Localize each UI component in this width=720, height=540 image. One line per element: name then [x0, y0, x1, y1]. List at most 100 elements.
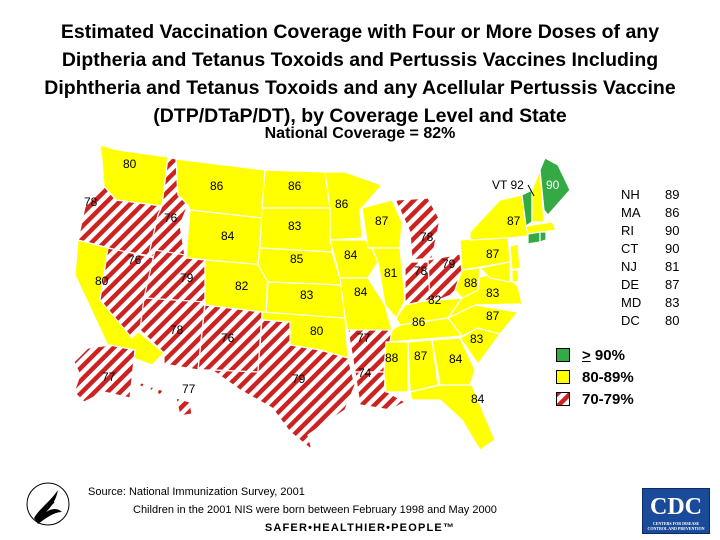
small-state-value: 89: [665, 187, 680, 202]
title-line-1: Estimated Vaccination Coverage with Four…: [60, 21, 660, 43]
small-state-value: 90: [665, 223, 680, 238]
label-ND: 86: [288, 179, 302, 193]
label-OK: 80: [310, 324, 324, 338]
label-VA: 83: [486, 286, 500, 300]
label-MT: 86: [210, 179, 224, 193]
small-state-row: MD 83: [621, 294, 679, 312]
label-AL: 87: [414, 349, 428, 363]
label-ID: 76: [164, 211, 178, 225]
state-NJ: [509, 243, 521, 271]
label-IL: 81: [384, 266, 398, 280]
hhs-eagle-icon: [26, 482, 70, 526]
label-NY: 87: [507, 214, 521, 228]
label-NE: 85: [290, 252, 304, 266]
state-CT: [527, 231, 541, 245]
label-ME: 90: [546, 178, 560, 192]
state-MA: [525, 221, 557, 235]
legend-high: > 90%: [556, 344, 634, 366]
small-state-row: DE 87: [621, 276, 679, 294]
label-AZ: 78: [170, 323, 184, 337]
legend-mid-label: 80-89%: [582, 368, 634, 386]
state-VA: [446, 271, 523, 320]
national-coverage: National Coverage = 82%: [264, 125, 456, 142]
state-ME: [539, 157, 571, 216]
label-MO: 84: [354, 285, 368, 299]
title-line-2: Diptheria and Tetanus Toxoids and Pertus…: [61, 49, 659, 71]
state-HI-island-3: [156, 388, 164, 396]
state-IA: [329, 239, 379, 279]
label-IN: 78: [414, 264, 428, 278]
chart-title: Estimated Vaccination Coverage with Four…: [0, 18, 720, 130]
source-note-2: Children in the 2001 NIS were born betwe…: [133, 504, 497, 516]
small-state-row: NJ 81: [621, 258, 679, 276]
cdc-logo-text: CDC: [650, 494, 702, 520]
legend-high-label: 90%: [590, 346, 625, 364]
label-MI: 78: [420, 230, 434, 244]
label-KY: 82: [428, 293, 442, 307]
state-MN: [324, 171, 384, 241]
state-MS: [383, 341, 409, 393]
label-KS: 83: [300, 288, 314, 302]
small-state-abbr: DE: [621, 277, 640, 292]
legend-swatch-high: [556, 348, 570, 362]
state-MD: [478, 261, 511, 283]
label-WA: 80: [123, 157, 137, 171]
cdc-logo: CDC CENTERS FOR DISEASE CONTROL AND PREV…: [642, 488, 710, 534]
small-state-value: 80: [665, 313, 680, 328]
state-RI: [539, 231, 547, 243]
state-DE: [511, 269, 519, 283]
small-state-value: 81: [665, 259, 680, 274]
vt-leader-line: [527, 184, 535, 197]
label-CO: 82: [235, 279, 249, 293]
label-LA: 74: [358, 366, 372, 380]
label-NV: 76: [128, 253, 142, 267]
state-HI: [175, 397, 193, 417]
cdc-logo-subtext: CENTERS FOR DISEASE CONTROL AND PREVENTI…: [647, 521, 705, 531]
state-AK: [73, 344, 136, 403]
source-note: Source: National Immunization Survey, 20…: [88, 486, 305, 498]
small-state-row: MA 86: [621, 204, 679, 222]
state-GA: [431, 337, 476, 386]
label-AK: 77: [102, 370, 116, 384]
legend-low: 70-79%: [556, 388, 634, 410]
state-FL: [409, 384, 496, 451]
small-state-row: CT 90: [621, 240, 679, 258]
small-state-row: RI 90: [621, 222, 679, 240]
small-states-table: NH 89 MA 86 RI 90 CT 90 NJ 81 DE 87 MD 83 DC 80: [621, 186, 679, 330]
small-state-value: 83: [665, 295, 680, 310]
small-state-abbr: NJ: [621, 259, 637, 274]
legend-low-label: 70-79%: [582, 390, 634, 408]
label-WV: 88: [464, 276, 478, 290]
small-state-abbr: CT: [621, 241, 639, 256]
label-VT: VT 92: [492, 178, 524, 192]
small-state-abbr: NH: [621, 187, 640, 202]
state-WV: [454, 267, 481, 299]
state-HI-island-1: [139, 382, 145, 388]
label-OR: 78: [84, 195, 98, 209]
label-SD: 83: [288, 219, 302, 233]
label-GA: 84: [449, 352, 463, 366]
state-TX: [210, 319, 356, 452]
label-TN: 86: [412, 315, 426, 329]
label-FL: 84: [471, 392, 485, 406]
small-state-abbr: MD: [621, 295, 642, 310]
legend-swatch-low: [556, 392, 570, 406]
label-NM: 76: [221, 331, 235, 345]
small-state-abbr: MA: [621, 205, 641, 220]
label-WI: 87: [375, 214, 389, 228]
small-state-value: 90: [665, 241, 680, 256]
small-state-abbr: RI: [621, 223, 634, 238]
small-state-value: 86: [665, 205, 680, 220]
state-MI: [394, 197, 441, 261]
label-CA: 80: [95, 274, 109, 288]
state-AZ: [139, 297, 206, 371]
label-UT: 79: [180, 271, 194, 285]
small-state-abbr: DC: [621, 313, 640, 328]
small-state-value: 87: [665, 277, 680, 292]
label-HI: 77: [182, 382, 196, 396]
title-line-4: (DTP/DTaP/DT), by Coverage Level and Sta…: [153, 105, 567, 127]
label-SC: 83: [470, 332, 484, 346]
legend: > 90% 80-89% 70-79%: [556, 344, 634, 410]
label-IA: 84: [344, 248, 358, 262]
